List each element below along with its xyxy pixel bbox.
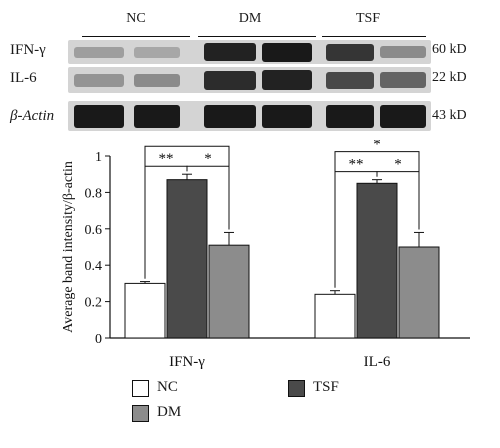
blot-band — [380, 72, 426, 88]
blot-band — [134, 105, 180, 128]
blot-band — [262, 70, 312, 90]
bar-nc — [124, 282, 166, 339]
significance-bracket — [334, 151, 420, 288]
bar-dm — [166, 179, 208, 339]
blot-band — [380, 105, 426, 128]
x-category-label: IFN-γ — [169, 354, 205, 370]
blot-strip-actin — [68, 101, 431, 131]
blot-group-line-nc — [82, 36, 190, 37]
y-tick-label: 0.8 — [85, 186, 103, 201]
legend-label-tsf: TSF — [313, 379, 339, 395]
significance-label: ** — [159, 151, 174, 167]
bar-tsf — [398, 246, 440, 339]
y-tick-label: 0 — [95, 332, 102, 347]
y-tick-label: 0.6 — [85, 223, 103, 238]
blot-size-label-il6: 22 kD — [432, 70, 467, 85]
significance-label: * — [394, 157, 402, 173]
blot-band — [134, 74, 180, 87]
legend-label-nc: NC — [157, 379, 178, 395]
blot-group-label-nc: NC — [126, 11, 146, 26]
blot-group-label-dm: DM — [238, 11, 262, 26]
blot-size-label-actin: 43 kD — [432, 108, 467, 123]
blot-band — [204, 71, 256, 90]
blot-band — [262, 43, 312, 62]
blot-strip-il6 — [68, 67, 431, 93]
blot-band — [74, 47, 124, 58]
blot-band — [204, 105, 256, 128]
y-tick-label: 0.4 — [85, 259, 103, 274]
bar-nc — [314, 293, 356, 339]
blot-band — [380, 46, 426, 58]
blot-band — [262, 105, 312, 128]
blot-group-line-dm — [198, 36, 316, 37]
blot-size-label-ifn: 60 kD — [432, 42, 467, 57]
significance-label: * — [204, 151, 212, 167]
bar-chart: 0 0.2 0.4 0.6 0.8 1 Average band intensity/β-a… — [61, 140, 470, 370]
significance-label: ** — [349, 157, 364, 173]
significance-bracket — [144, 145, 230, 279]
blot-group-line-tsf — [322, 36, 426, 37]
blot-band — [326, 72, 374, 89]
blot-row-label-ifn: IFN-γ — [10, 42, 46, 58]
y-tick-label: 0.2 — [85, 296, 103, 311]
significance-label: * — [373, 140, 381, 153]
blot-band — [74, 105, 124, 128]
y-axis-label: Average band intensity/β-actin — [61, 161, 76, 333]
blot-strip-ifn — [68, 40, 431, 64]
blot-group-label-tsf: TSF — [355, 11, 381, 26]
legend-swatch-nc — [132, 380, 149, 397]
blot-band — [134, 47, 180, 58]
blot-band — [204, 43, 256, 61]
significance-label: * — [183, 140, 191, 147]
blot-row-label-il6: IL-6 — [10, 70, 37, 86]
legend-label-dm: DM — [157, 404, 182, 420]
legend-swatch-dm — [132, 405, 149, 422]
blot-band — [74, 74, 124, 87]
x-category-label: IL-6 — [364, 354, 391, 370]
blot-band — [326, 44, 374, 61]
western-blot-panel: NC DM TSF IFN-γ IL-6 β-Actin 60 kD 22 kD… — [0, 0, 500, 140]
bar-tsf — [208, 244, 250, 339]
bar-dm — [356, 182, 398, 339]
blot-band — [326, 105, 374, 128]
legend-swatch-tsf — [288, 380, 305, 397]
blot-row-label-actin: β-Actin — [10, 108, 55, 124]
y-tick-label: 1 — [95, 150, 102, 165]
